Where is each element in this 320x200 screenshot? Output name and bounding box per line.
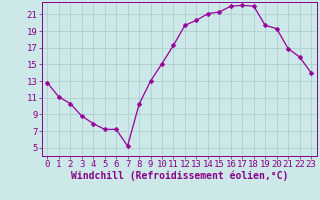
X-axis label: Windchill (Refroidissement éolien,°C): Windchill (Refroidissement éolien,°C) bbox=[70, 171, 288, 181]
